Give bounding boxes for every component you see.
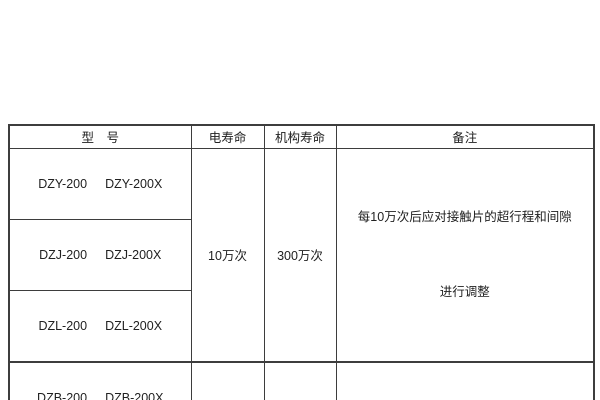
model-base: DZL-200	[38, 318, 88, 333]
electrical-life-group2-cell: 1000次	[190, 361, 265, 400]
relay-endurance-spec-table: 型 号 电寿命 机构寿命 备注 DZY-200 DZY-200X 10万次 30…	[8, 124, 595, 400]
mechanical-life-group2-cell	[263, 361, 337, 400]
table-row: DZB-200 DZB-200X 1000次	[8, 361, 595, 400]
table-row: DZY-200 DZY-200X 10万次 300万次 每10万次后应对接触片的…	[8, 147, 595, 363]
model-pair: DZB-200 DZB-200X	[10, 390, 190, 400]
remarks-group2-cell	[335, 361, 595, 400]
remarks-group1-cell: 每10万次后应对接触片的超行程和间隙 进行调整	[335, 147, 595, 363]
electrical-life-group1-cell: 10万次	[190, 147, 265, 363]
model-cell-dzl: DZL-200 DZL-200X	[8, 289, 192, 363]
model-cell-dzy: DZY-200 DZY-200X	[8, 147, 192, 220]
header-model: 型 号	[8, 124, 192, 149]
model-base: DZY-200	[38, 176, 88, 191]
model-base: DZJ-200	[39, 247, 88, 262]
model-variant: DZJ-200X	[105, 247, 162, 262]
header-electrical-life: 电寿命	[190, 124, 265, 149]
model-pair: DZJ-200 DZJ-200X	[10, 247, 190, 262]
remarks-line1: 每10万次后应对接触片的超行程和间隙	[357, 209, 572, 224]
model-variant: DZL-200X	[105, 318, 163, 333]
model-cell-dzb: DZB-200 DZB-200X	[8, 361, 192, 400]
model-variant: DZY-200X	[105, 176, 163, 191]
model-pair: DZY-200 DZY-200X	[10, 176, 190, 191]
mechanical-life-group1-cell: 300万次	[263, 147, 337, 363]
table-row: DZL-200 DZL-200X	[8, 289, 594, 363]
table-row: DZJ-200 DZJ-200X	[8, 218, 594, 291]
model-variant: DZB-200X	[105, 390, 164, 400]
header-remarks: 备注	[335, 124, 595, 149]
model-cell-dzj: DZJ-200 DZJ-200X	[8, 218, 192, 291]
header-mechanical-life: 机构寿命	[263, 124, 337, 149]
header-row: 型 号 电寿命 机构寿命 备注	[8, 124, 595, 149]
model-pair: DZL-200 DZL-200X	[10, 318, 190, 333]
model-base: DZB-200	[37, 390, 88, 400]
remarks-line2: 进行调整	[439, 284, 490, 299]
